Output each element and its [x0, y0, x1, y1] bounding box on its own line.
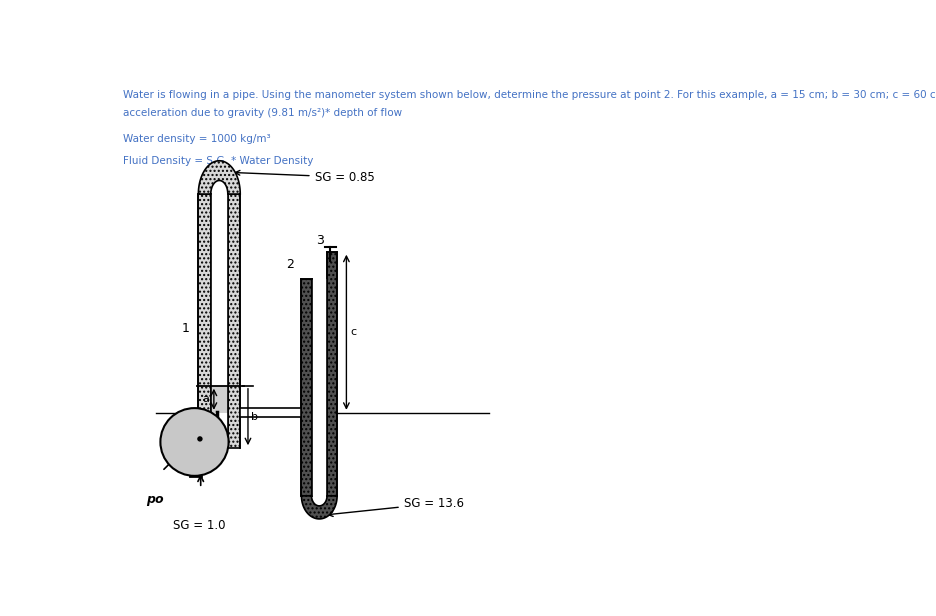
Text: po: po [146, 493, 164, 506]
Text: Water is flowing in a pipe. Using the manometer system shown below, determine th: Water is flowing in a pipe. Using the ma… [124, 90, 936, 100]
Text: Fluid Density = S.G. * Water Density: Fluid Density = S.G. * Water Density [124, 155, 314, 166]
Bar [198, 194, 211, 448]
Bar [241, 408, 301, 418]
Text: 3: 3 [316, 234, 324, 247]
Text: a: a [202, 394, 210, 404]
Text: 1: 1 [182, 322, 189, 335]
Text: 2: 2 [285, 258, 294, 271]
Text: SG = 1.0: SG = 1.0 [173, 519, 226, 532]
Polygon shape [301, 496, 337, 519]
Bar [211, 386, 227, 413]
Circle shape [160, 408, 228, 476]
Text: Water density = 1000 kg/m³: Water density = 1000 kg/m³ [124, 134, 271, 144]
Polygon shape [198, 161, 241, 194]
Bar [211, 194, 227, 448]
Text: acceleration due to gravity (9.81 m/s²)* depth of flow: acceleration due to gravity (9.81 m/s²)*… [124, 108, 402, 118]
Text: SG = 13.6: SG = 13.6 [329, 497, 463, 516]
Bar [301, 278, 312, 496]
Bar [312, 278, 327, 496]
Text: SG = 0.85: SG = 0.85 [235, 171, 374, 184]
Text: b: b [251, 412, 258, 422]
Circle shape [197, 436, 202, 442]
Text: c: c [350, 327, 357, 337]
Bar [327, 252, 337, 496]
Bar [227, 194, 241, 448]
